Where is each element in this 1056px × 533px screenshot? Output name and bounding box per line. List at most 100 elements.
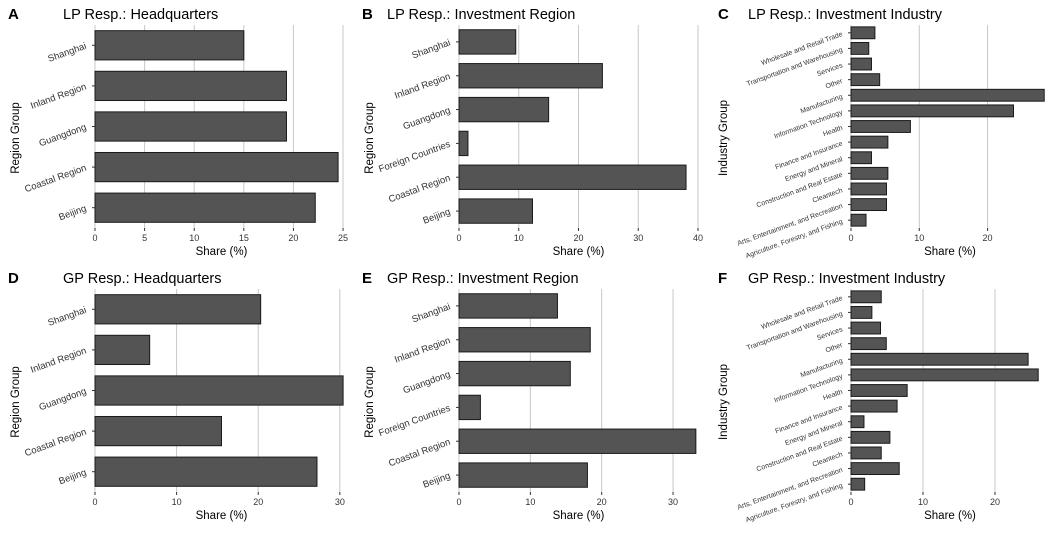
bar <box>850 305 873 319</box>
panel-d: D GP Resp.: Headquarters Shanghai Inland Re… <box>8 270 345 522</box>
bar <box>94 375 344 406</box>
bar <box>458 198 533 224</box>
x-tick-label: 0 <box>848 233 853 243</box>
bar <box>458 360 571 387</box>
category-label: Inland Region <box>29 81 88 111</box>
bar <box>850 430 891 444</box>
panel-title: LP Resp.: Investment Industry <box>748 7 943 23</box>
category-label: Coastal Region <box>387 173 452 206</box>
panel-letter: E <box>362 270 372 287</box>
category-label: Coastal Region <box>23 427 88 460</box>
y-axis-title: Industry Group <box>718 100 730 176</box>
bar <box>458 164 687 190</box>
x-axis-title: Share (%) <box>196 510 248 522</box>
y-axis-title: Region Group <box>10 102 22 174</box>
bar <box>850 135 889 149</box>
category-label: Other <box>825 342 844 355</box>
x-tick-label: 10 <box>514 233 524 243</box>
x-axis-title: Share (%) <box>924 510 976 522</box>
y-axis-title: Region Group <box>364 102 376 174</box>
category-label: Guangdong <box>38 386 88 413</box>
category-label: Beijing <box>57 203 88 223</box>
category-label: Beijing <box>421 471 452 491</box>
x-tick-label: 10 <box>914 233 924 243</box>
category-label: Coastal Region <box>387 437 452 470</box>
panel-letter: C <box>718 6 729 23</box>
x-tick-label: 30 <box>668 497 678 507</box>
category-label: Information Technology <box>773 109 844 140</box>
category-label: Guangdong <box>402 369 452 396</box>
panel-b: B LP Resp.: Investment Region Shanghai Inla… <box>362 6 703 258</box>
x-tick-label: 30 <box>335 497 345 507</box>
bar <box>94 294 262 325</box>
category-label: Cleantech <box>812 451 844 468</box>
bar <box>850 415 865 429</box>
y-axis-title: Region Group <box>10 366 22 438</box>
panel-a: A LP Resp.: Headquarters Shanghai Inland Re… <box>8 6 348 258</box>
bar <box>458 96 550 123</box>
x-tick-label: 30 <box>633 233 643 243</box>
bar <box>458 293 558 319</box>
bar <box>850 73 881 87</box>
bar <box>94 111 287 142</box>
x-tick-label: 20 <box>253 497 263 507</box>
bar <box>458 462 588 488</box>
x-tick-label: 0 <box>456 233 461 243</box>
x-tick-label: 20 <box>983 233 993 243</box>
panel-c: C LP Resp.: Investment IndustryWholesale … <box>718 6 1045 260</box>
category-label: Guangdong <box>38 122 88 149</box>
x-axis-title: Share (%) <box>924 246 976 258</box>
panel-title: LP Resp.: Investment Region <box>387 7 575 23</box>
category-label: Beijing <box>421 207 452 227</box>
bar <box>850 446 882 460</box>
category-label: Coastal Region <box>23 163 88 196</box>
x-tick-label: 10 <box>525 497 535 507</box>
x-tick-label: 25 <box>338 233 348 243</box>
bar <box>850 166 889 180</box>
x-tick-label: 10 <box>172 497 182 507</box>
x-tick-label: 0 <box>848 497 853 507</box>
category-label: Foreign Countries <box>377 403 452 439</box>
bar <box>458 63 603 89</box>
x-tick-label: 20 <box>288 233 298 243</box>
x-tick-label: 0 <box>456 497 461 507</box>
x-tick-label: 20 <box>573 233 583 243</box>
category-label: Other <box>825 78 844 91</box>
panel-letter: F <box>718 270 727 287</box>
bar <box>458 327 591 353</box>
bar <box>850 399 898 413</box>
bar <box>458 428 697 454</box>
bar <box>850 290 882 304</box>
category-label: Health <box>822 125 844 139</box>
bar <box>94 334 151 366</box>
panel-title: LP Resp.: Headquarters <box>63 7 218 23</box>
bar <box>850 462 900 476</box>
bar <box>94 415 222 447</box>
panel-title: GP Resp.: Headquarters <box>63 271 222 287</box>
category-label: Foreign Countries <box>377 139 452 175</box>
category-label: Guangdong <box>402 105 452 132</box>
category-label: Inland Region <box>29 345 88 375</box>
x-tick-label: 0 <box>92 233 97 243</box>
bar <box>850 182 888 196</box>
category-label: Inland Region <box>393 71 452 101</box>
panel-title: GP Resp.: Investment Industry <box>748 271 946 287</box>
category-label: Beijing <box>57 467 88 487</box>
category-label: Shanghai <box>411 301 452 325</box>
bar <box>850 384 908 397</box>
bar <box>850 104 1014 118</box>
bar <box>850 321 882 335</box>
bar <box>94 192 316 223</box>
category-label: Services <box>816 62 844 78</box>
category-label: Services <box>816 326 844 342</box>
x-tick-label: 20 <box>990 497 1000 507</box>
bar <box>850 198 888 212</box>
bar <box>850 337 887 351</box>
bar <box>850 88 1045 102</box>
y-axis-title: Industry Group <box>718 364 730 440</box>
category-label: Cleantech <box>812 187 844 204</box>
bar <box>458 29 517 55</box>
category-label: Health <box>822 389 844 403</box>
category-label: Information Technology <box>773 373 844 404</box>
